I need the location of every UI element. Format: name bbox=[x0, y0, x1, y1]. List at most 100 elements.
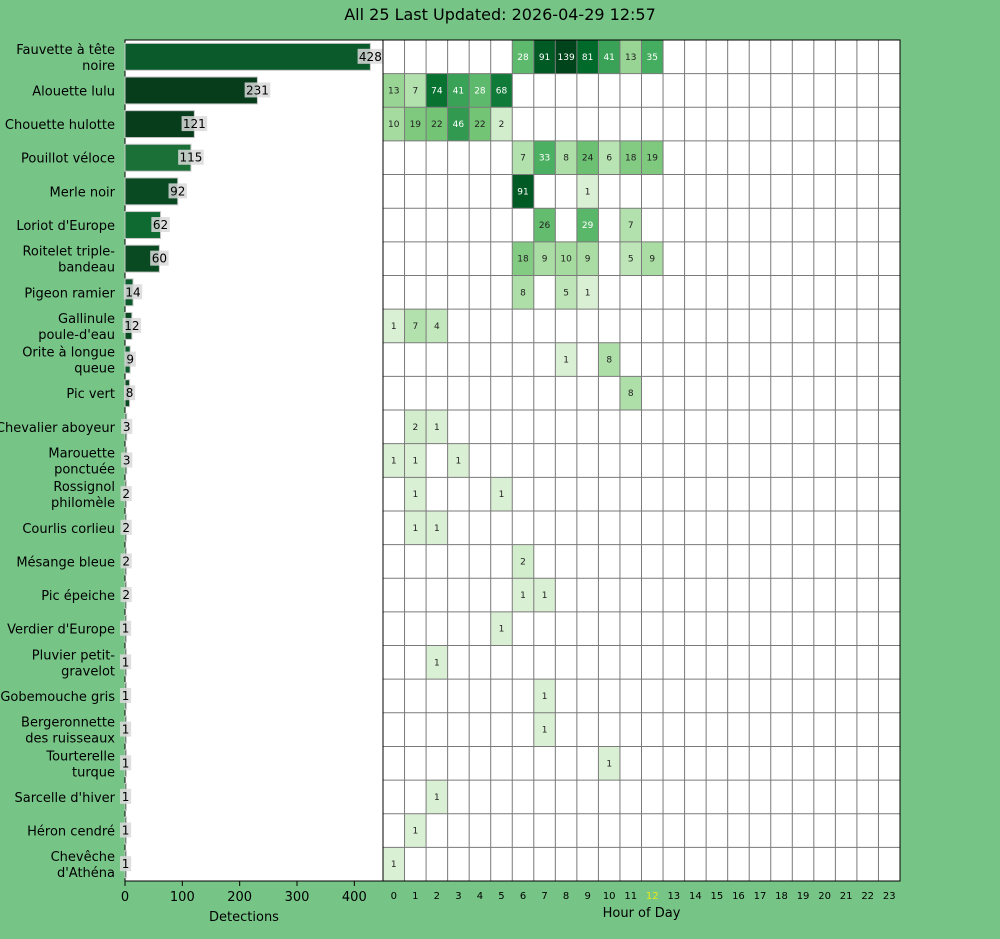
heatmap-cell-value: 1 bbox=[499, 490, 505, 500]
heatmap-cell-value: 1 bbox=[412, 457, 418, 467]
heatmap-cell bbox=[404, 443, 427, 478]
heatmap-cell-value: 7 bbox=[412, 86, 418, 96]
heatmap-cell-value: 91 bbox=[517, 187, 528, 197]
x-axis-label: Detections bbox=[209, 910, 279, 925]
hour-tick-label: 8 bbox=[563, 891, 569, 902]
heatmap-cell-value: 1 bbox=[542, 692, 548, 702]
heatmap-cell bbox=[598, 746, 620, 781]
heatmap-cell bbox=[469, 73, 491, 108]
heatmap-cell-value: 10 bbox=[560, 255, 572, 265]
category-label: Alouette lulu bbox=[32, 84, 115, 99]
heatmap-cell-value: 6 bbox=[606, 154, 612, 164]
bar-value-label-box bbox=[181, 116, 208, 132]
heatmap-cell bbox=[555, 140, 577, 175]
heatmap-cell-value: 13 bbox=[388, 86, 399, 96]
bar-value-label-box bbox=[150, 250, 169, 266]
heatmap-cell bbox=[533, 140, 556, 175]
heatmap-cell bbox=[512, 544, 534, 579]
bar-value-label-box bbox=[120, 553, 132, 569]
category-label-line: Fauvette à tête bbox=[16, 43, 115, 58]
bar-value-label: 3 bbox=[123, 420, 131, 434]
heatmap-cell bbox=[555, 241, 577, 276]
heatmap-cell-value: 18 bbox=[517, 255, 529, 265]
heatmap-cell-value: 8 bbox=[606, 356, 612, 366]
hour-tick-label: 10 bbox=[603, 891, 616, 902]
category-label: Gobemouche gris bbox=[0, 690, 115, 705]
category-label: Orite à longue queue bbox=[22, 346, 115, 377]
category-label: Pigeon ramier bbox=[24, 286, 115, 301]
bar-value-label: 92 bbox=[170, 184, 185, 198]
heatmap-cell bbox=[576, 174, 599, 209]
heatmap-cell-value: 1 bbox=[520, 591, 526, 601]
heatmap-cell bbox=[426, 107, 448, 141]
chart-title: All 25 Last Updated: 2026-04-29 12:57 bbox=[344, 5, 656, 24]
category-label-line: Roitelet triple- bbox=[22, 245, 115, 260]
category-label: Chevalier aboyeur bbox=[0, 421, 116, 436]
heatmap-cell-value: 5 bbox=[563, 288, 569, 298]
bar-value-label: 8 bbox=[126, 386, 134, 400]
category-label: Chevêche d'Athéna bbox=[51, 850, 115, 881]
bar-value-label: 1 bbox=[122, 790, 130, 804]
heatmap-cell bbox=[404, 813, 427, 848]
category-label: Loriot d'Europe bbox=[16, 219, 115, 234]
bar-value-label-box bbox=[122, 317, 142, 333]
hour-tick-label: 11 bbox=[624, 891, 637, 902]
heatmap-cell-value: 1 bbox=[391, 457, 397, 467]
heatmap-cell-value: 19 bbox=[410, 120, 422, 130]
heatmap-cell bbox=[426, 410, 448, 444]
bar-value-label: 428 bbox=[359, 50, 382, 64]
heatmap-cell bbox=[576, 140, 599, 175]
category-label-line: d'Athéna bbox=[57, 866, 115, 881]
bar-value-label: 1 bbox=[122, 857, 130, 871]
bar-value-label: 1 bbox=[122, 655, 130, 669]
category-label: Bergeronnette des ruisseaux bbox=[21, 716, 115, 747]
category-label: Héron cendré bbox=[27, 825, 115, 840]
category-label-line: Chevêche bbox=[51, 850, 115, 865]
heatmap-cell-value: 1 bbox=[585, 187, 591, 197]
heatmap-cell bbox=[426, 309, 448, 343]
category-label-line: turque bbox=[72, 765, 115, 780]
heatmap-cell-value: 1 bbox=[499, 625, 505, 635]
heatmap-cell-value: 81 bbox=[582, 53, 593, 63]
heatmap-cell bbox=[598, 342, 620, 377]
bar-value-label: 1 bbox=[122, 723, 130, 737]
heatmap-cell bbox=[426, 73, 448, 108]
heatmap-cell bbox=[490, 477, 513, 511]
heatmap-cell bbox=[619, 40, 642, 74]
category-label: Verdier d'Europe bbox=[7, 623, 115, 638]
bar-value-label: 1 bbox=[122, 824, 130, 838]
heatmap-cell-value: 33 bbox=[539, 154, 550, 164]
hour-tick-label: 12 bbox=[646, 891, 659, 902]
bar-value-label: 14 bbox=[125, 285, 140, 299]
bar bbox=[124, 42, 371, 71]
hour-tick-label: 6 bbox=[520, 891, 526, 902]
category-label: Roitelet triple-bandeau bbox=[22, 245, 115, 276]
bar-value-label: 2 bbox=[122, 521, 130, 535]
heatmap-cell bbox=[598, 140, 620, 175]
heatmap-cell bbox=[533, 40, 556, 74]
hour-tick-label: 2 bbox=[434, 891, 440, 902]
bar-value-label: 9 bbox=[126, 353, 134, 367]
heatmap-cell bbox=[555, 275, 577, 310]
heatmap-cell bbox=[426, 645, 448, 680]
hour-tick-label: 1 bbox=[412, 891, 418, 902]
category-label-line: noire bbox=[82, 59, 115, 74]
category-label-line: Gallinule bbox=[58, 312, 115, 327]
heatmap-cell-value: 8 bbox=[628, 389, 634, 399]
heatmap-cell bbox=[404, 410, 427, 444]
bar-value-label: 2 bbox=[122, 554, 130, 568]
heatmap-cell bbox=[576, 208, 599, 242]
heatmap-cell bbox=[490, 107, 513, 141]
heatmap-cell bbox=[447, 107, 470, 141]
heatmap-cell-value: 68 bbox=[496, 86, 508, 96]
heatmap-cell bbox=[533, 241, 556, 276]
bar-value-label-box bbox=[123, 284, 143, 300]
heatmap-cell-value: 1 bbox=[585, 288, 591, 298]
heatmap-cell bbox=[490, 611, 513, 646]
heatmap-cell-value: 8 bbox=[563, 154, 569, 164]
heatmap-x-axis-label: Hour of Day bbox=[603, 906, 681, 921]
bar bbox=[124, 76, 258, 105]
heatmap-cell-value: 24 bbox=[582, 154, 594, 164]
bar-value-label-box bbox=[357, 48, 384, 64]
